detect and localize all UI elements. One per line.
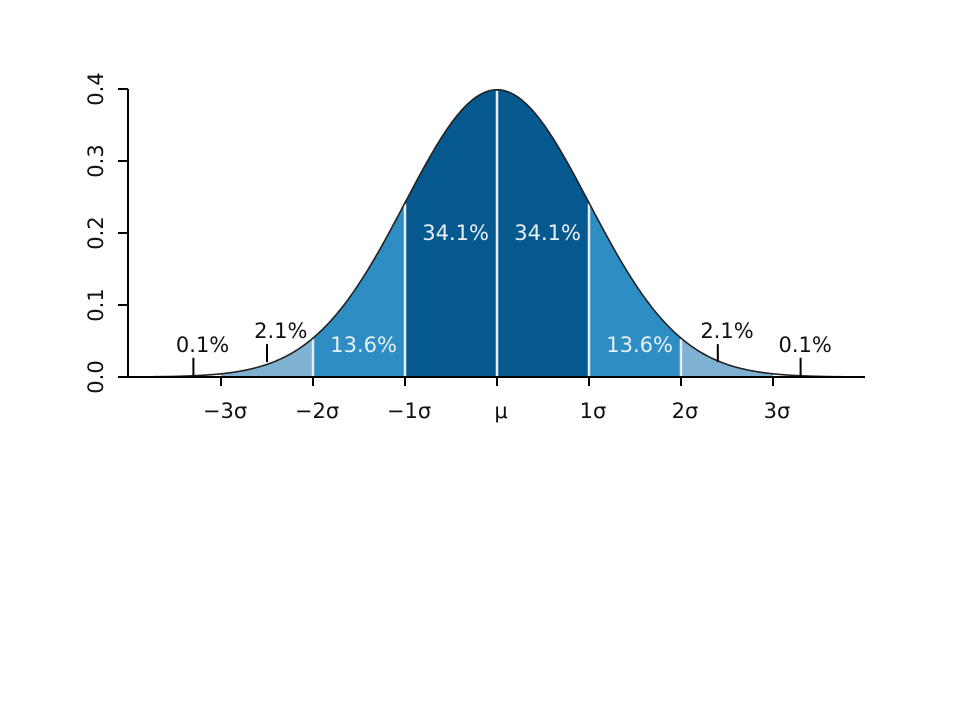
region-1 xyxy=(221,338,313,377)
y-tick-label: 0.0 xyxy=(84,360,108,393)
percentage-label: 34.1% xyxy=(514,221,581,245)
x-tick-label: 3σ xyxy=(764,399,791,423)
x-tick-label: 2σ xyxy=(672,399,699,423)
density-curve xyxy=(127,88,866,378)
x-tick-label: −1σ xyxy=(387,399,431,423)
percentage-label: 34.1% xyxy=(422,221,489,245)
percentage-label: 0.1% xyxy=(779,333,832,357)
y-tick-label: 0.2 xyxy=(84,216,108,249)
x-tick-label: μ xyxy=(494,399,507,423)
percentage-label: 13.6% xyxy=(330,333,397,357)
x-tick-label: 1σ xyxy=(580,399,607,423)
x-tick-label: −3σ xyxy=(203,399,247,423)
percentage-label: 0.1% xyxy=(176,333,229,357)
percentage-annotations: 34.1% 34.1% 13.6% 13.6% 2.1% 2.1% 0.1% 0.1% xyxy=(176,221,832,376)
y-tick-label: 0.4 xyxy=(84,72,108,105)
percentage-label: 2.1% xyxy=(254,319,307,343)
region-6 xyxy=(681,338,773,377)
x-tick-label: −2σ xyxy=(295,399,339,423)
percentage-label: 2.1% xyxy=(700,319,753,343)
y-ticks: 0.0 0.1 0.2 0.3 0.4 xyxy=(84,72,128,394)
y-tick-label: 0.3 xyxy=(84,144,108,177)
sigma-dividers xyxy=(311,90,683,377)
y-tick-label: 0.1 xyxy=(84,288,108,321)
x-ticks: −3σ −2σ −1σ μ 1σ 2σ 3σ xyxy=(203,377,790,423)
percentage-label: 13.6% xyxy=(606,333,673,357)
